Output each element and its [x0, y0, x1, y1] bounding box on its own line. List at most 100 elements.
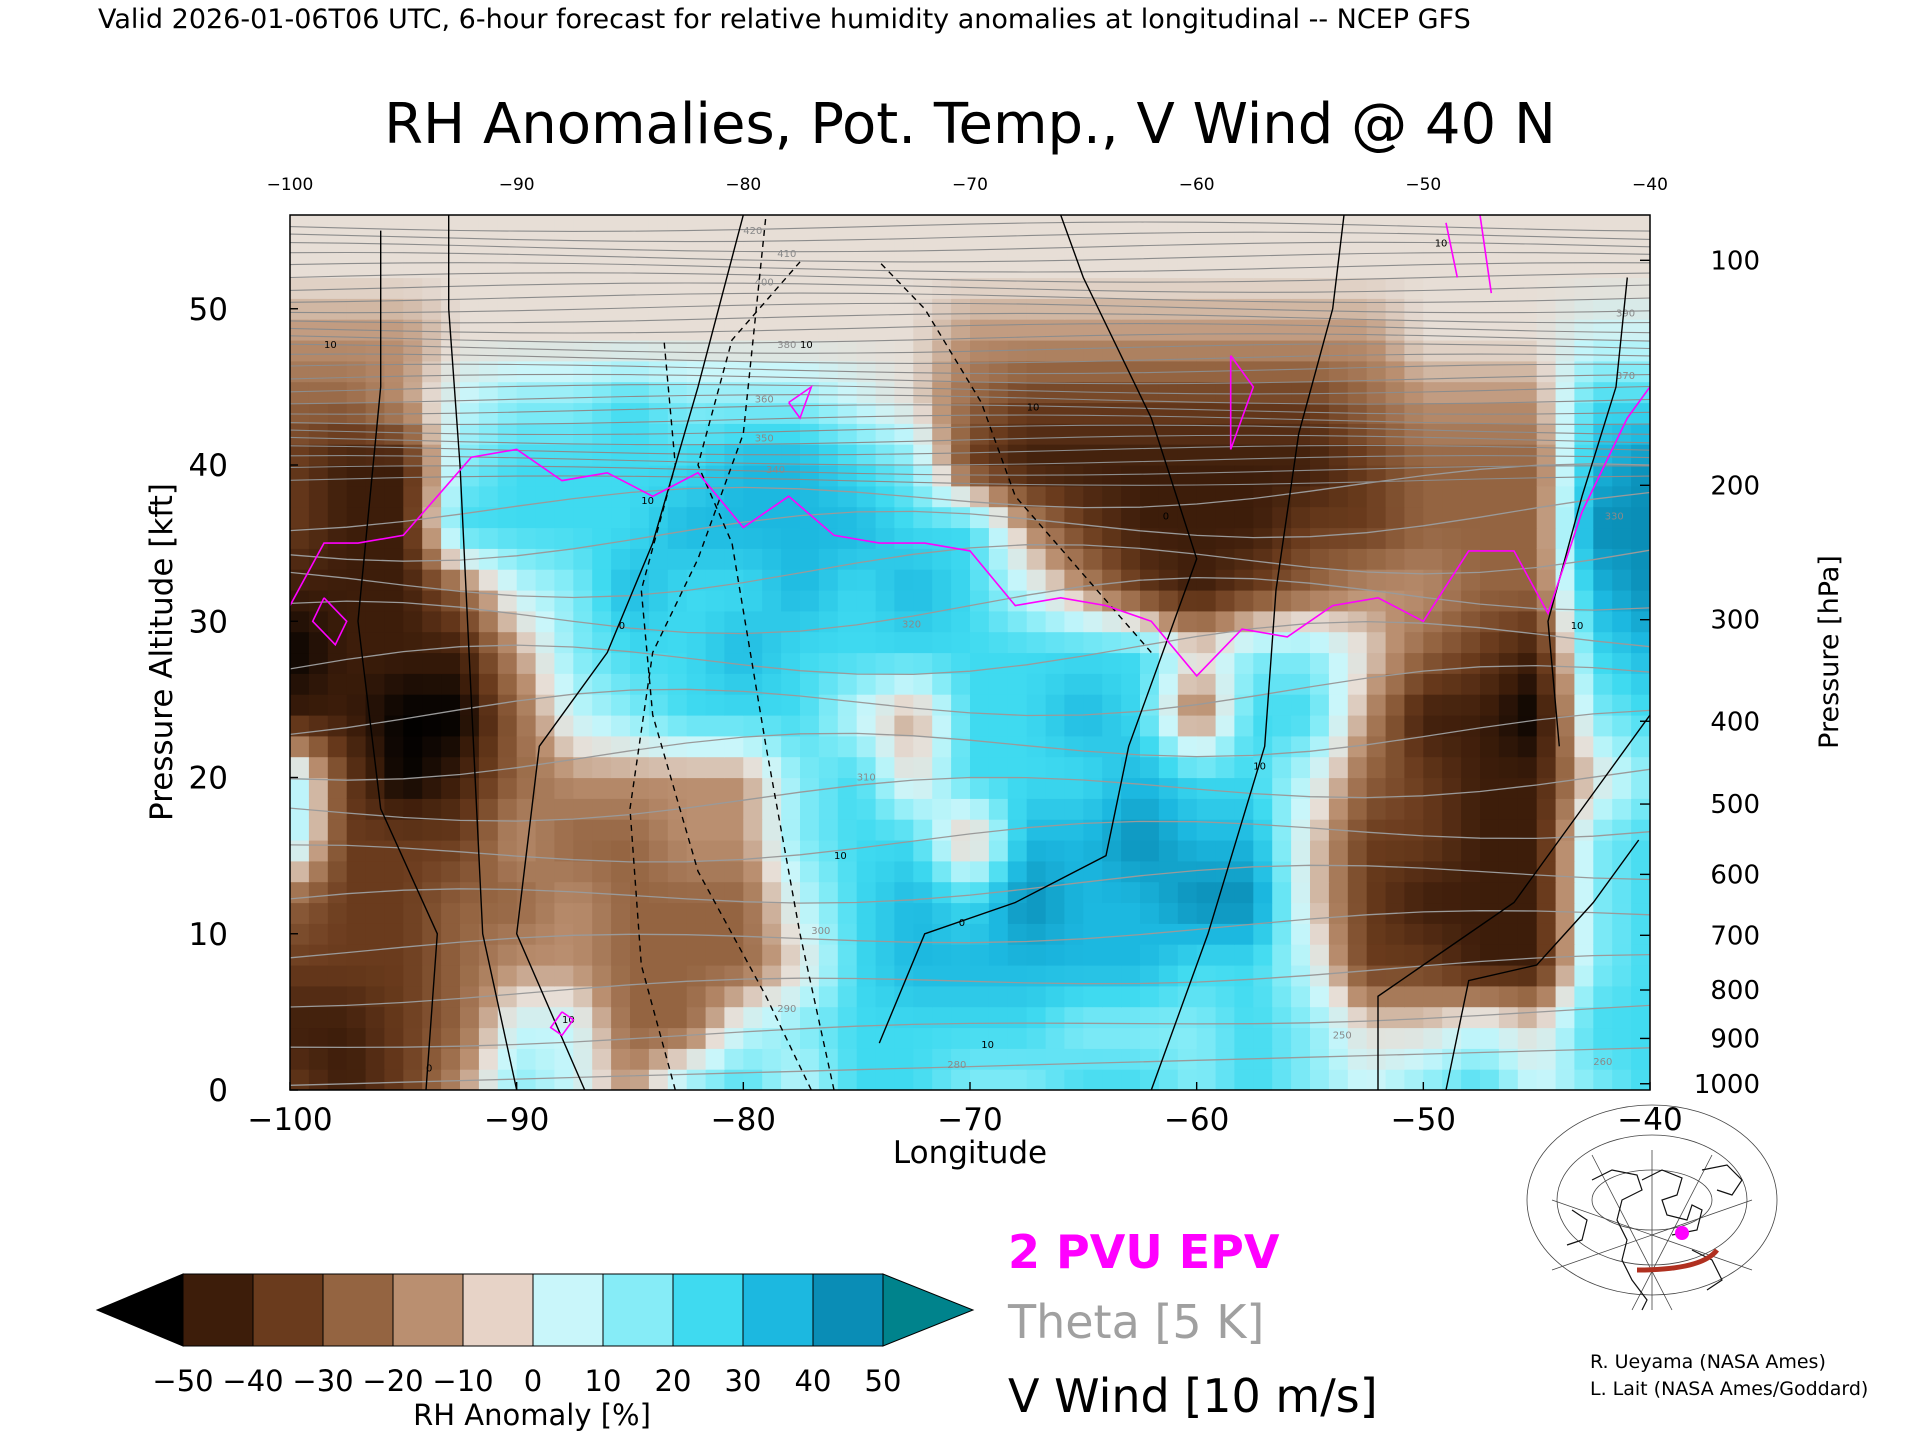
- heatmap-cell: [1498, 485, 1519, 508]
- heatmap-cell: [290, 673, 310, 695]
- heatmap-cell: [1177, 235, 1198, 258]
- heatmap-cell: [1555, 235, 1576, 258]
- heatmap-cell: [1631, 860, 1650, 883]
- heatmap-cell: [1083, 965, 1103, 987]
- heatmap-cell: [290, 548, 310, 570]
- heatmap-cell: [290, 1069, 310, 1090]
- heatmap-cell: [1574, 985, 1594, 1008]
- heatmap-cell: [1026, 610, 1047, 633]
- heatmap-cell: [970, 444, 990, 466]
- heatmap-cell: [743, 1006, 763, 1029]
- heatmap-cell: [743, 1069, 763, 1090]
- heatmap-cell: [1007, 944, 1028, 966]
- heatmap-cell: [1064, 819, 1084, 841]
- heatmap-cell: [856, 1069, 877, 1090]
- heatmap-cell: [1461, 402, 1481, 424]
- heatmap-cell: [1574, 610, 1594, 633]
- heatmap-cell: [1404, 673, 1424, 695]
- heatmap-cell: [497, 860, 518, 883]
- heatmap-cell: [1574, 923, 1594, 945]
- heatmap-cell: [724, 735, 744, 758]
- heatmap-cell: [1215, 840, 1236, 862]
- heatmap-cell: [988, 235, 1009, 258]
- heatmap-cell: [1404, 756, 1424, 779]
- heatmap-cell: [1158, 548, 1179, 570]
- heatmap-cell: [478, 610, 499, 633]
- heatmap-cell: [875, 444, 896, 466]
- heatmap-cell: [648, 527, 669, 549]
- heatmap-cell: [1555, 1069, 1576, 1090]
- heatmap-cell: [611, 965, 631, 987]
- heatmap-cell: [1555, 485, 1576, 508]
- heatmap-cell: [1536, 277, 1557, 299]
- locator-marker: [1675, 1226, 1689, 1240]
- heatmap-cell: [1253, 944, 1273, 966]
- heatmap-cell: [1083, 319, 1103, 341]
- heatmap-cell: [1555, 985, 1576, 1008]
- v-wind-line: [1547, 277, 1628, 747]
- heatmap-cell: [1064, 756, 1084, 779]
- heatmap-cell: [951, 277, 971, 299]
- heatmap-cell: [1366, 652, 1387, 674]
- heatmap-cell: [478, 360, 499, 383]
- heatmap-cell: [630, 465, 650, 487]
- heatmap-cell: [1291, 360, 1311, 383]
- heatmap-cell: [1612, 340, 1632, 362]
- heatmap-cell: [1007, 215, 1028, 237]
- heatmap-cell: [365, 902, 386, 924]
- heatmap-cell: [1158, 965, 1179, 987]
- heatmap-cell: [422, 610, 442, 633]
- heatmap-cell: [837, 735, 858, 758]
- heatmap-cell: [516, 256, 537, 279]
- heatmap-cell: [1140, 1006, 1160, 1029]
- heatmap-cell: [422, 215, 442, 237]
- heatmap-cell: [1385, 444, 1406, 466]
- heatmap-cell: [1007, 423, 1028, 445]
- heatmap-cell: [1196, 590, 1217, 612]
- heatmap-cell: [365, 673, 386, 695]
- heatmap-cell: [1140, 798, 1160, 820]
- heatmap-cell: [308, 652, 329, 674]
- heatmap-cell: [1328, 881, 1349, 904]
- heatmap-cell: [290, 381, 310, 404]
- heatmap-cell: [1196, 985, 1217, 1008]
- heatmap-cell: [516, 360, 537, 383]
- heatmap-cell: [800, 215, 820, 237]
- heatmap-cell: [1007, 569, 1028, 591]
- heatmap-cell: [1347, 569, 1368, 591]
- heatmap-cell: [856, 631, 877, 654]
- heatmap-cell: [403, 881, 423, 904]
- heatmap-cell: [290, 402, 310, 424]
- heatmap-cell: [1215, 256, 1236, 279]
- y-tick-label: 40: [189, 448, 228, 484]
- heatmap-cell: [1461, 485, 1481, 508]
- heatmap-cell: [441, 298, 461, 320]
- v-wind-line: [640, 339, 812, 1090]
- heatmap-cell: [1593, 548, 1613, 570]
- heatmap-cell: [1385, 944, 1406, 966]
- heatmap-cell: [1310, 444, 1330, 466]
- heatmap-cell: [743, 548, 763, 570]
- heatmap-cell: [1517, 298, 1538, 320]
- heatmap-cell: [384, 610, 404, 633]
- heatmap-cell: [554, 631, 574, 654]
- heatmap-cell: [1158, 423, 1179, 445]
- heatmap-cell: [1536, 923, 1557, 945]
- heatmap-cell: [1121, 819, 1141, 841]
- heatmap-cell: [800, 902, 820, 924]
- heatmap-cell: [800, 715, 820, 737]
- heatmap-cell: [1177, 402, 1198, 424]
- heatmap-cell: [1612, 1069, 1632, 1090]
- heatmap-cell: [894, 985, 914, 1008]
- heatmap-cell: [1593, 1069, 1613, 1090]
- heatmap-cell: [1423, 381, 1443, 404]
- heatmap-cell: [1045, 319, 1066, 341]
- heatmap-cell: [1272, 444, 1292, 466]
- heatmap-cell: [913, 673, 933, 695]
- heatmap-cell: [894, 902, 914, 924]
- heatmap-cell: [988, 965, 1009, 987]
- heatmap-cell: [856, 881, 877, 904]
- heatmap-cell: [1272, 381, 1292, 404]
- colorbar-segment: [182, 1273, 254, 1347]
- heatmap-cell: [1196, 1006, 1217, 1029]
